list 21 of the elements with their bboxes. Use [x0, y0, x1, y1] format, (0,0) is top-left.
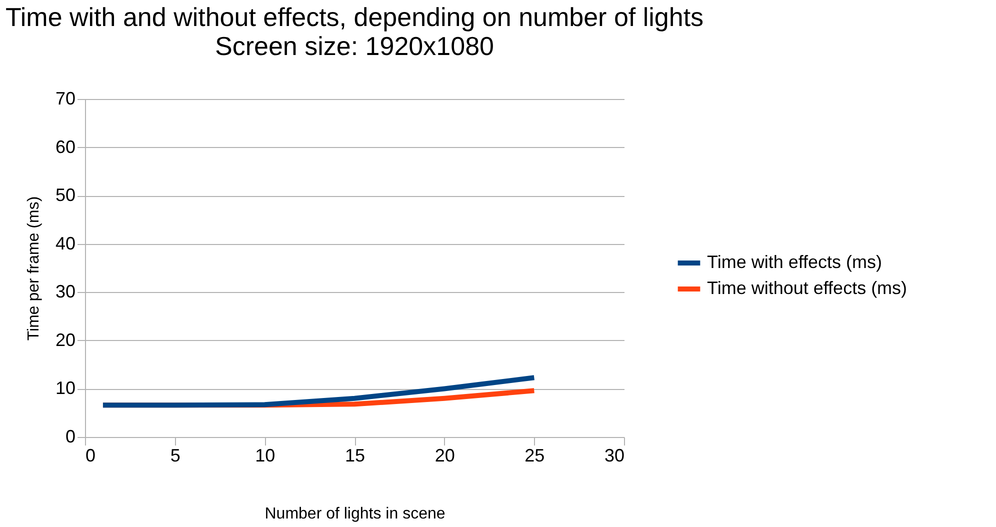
legend-label: Time with effects (ms)	[707, 252, 882, 272]
chart-title: Time with and without effects, depending on number of lights	[5, 2, 704, 32]
y-tick-label: 50	[55, 185, 76, 206]
y-tick-label: 70	[55, 88, 76, 108]
x-axis-title: Number of lights in scene	[264, 506, 446, 522]
x-tick-label: 5	[170, 446, 180, 466]
y-tick-label: 10	[55, 378, 76, 398]
y-tick-label: 60	[55, 136, 76, 157]
x-tick-label: 15	[344, 446, 366, 466]
legend-label: Time without effects (ms)	[707, 278, 908, 298]
x-tick-label: 20	[434, 446, 455, 466]
x-tick-label: 0	[86, 446, 96, 466]
x-tick-label: 30	[604, 446, 624, 466]
y-axis-title: Time per frame (ms)	[25, 196, 42, 341]
x-tick-label: 25	[524, 446, 545, 466]
x-tick-label: 10	[255, 446, 276, 466]
chart-subtitle: Screen size: 1920x1080	[215, 31, 494, 61]
y-tick-label: 30	[55, 282, 76, 302]
y-tick-label: 40	[55, 233, 76, 254]
y-tick-label: 20	[55, 330, 76, 350]
y-tick-label: 0	[65, 426, 76, 446]
